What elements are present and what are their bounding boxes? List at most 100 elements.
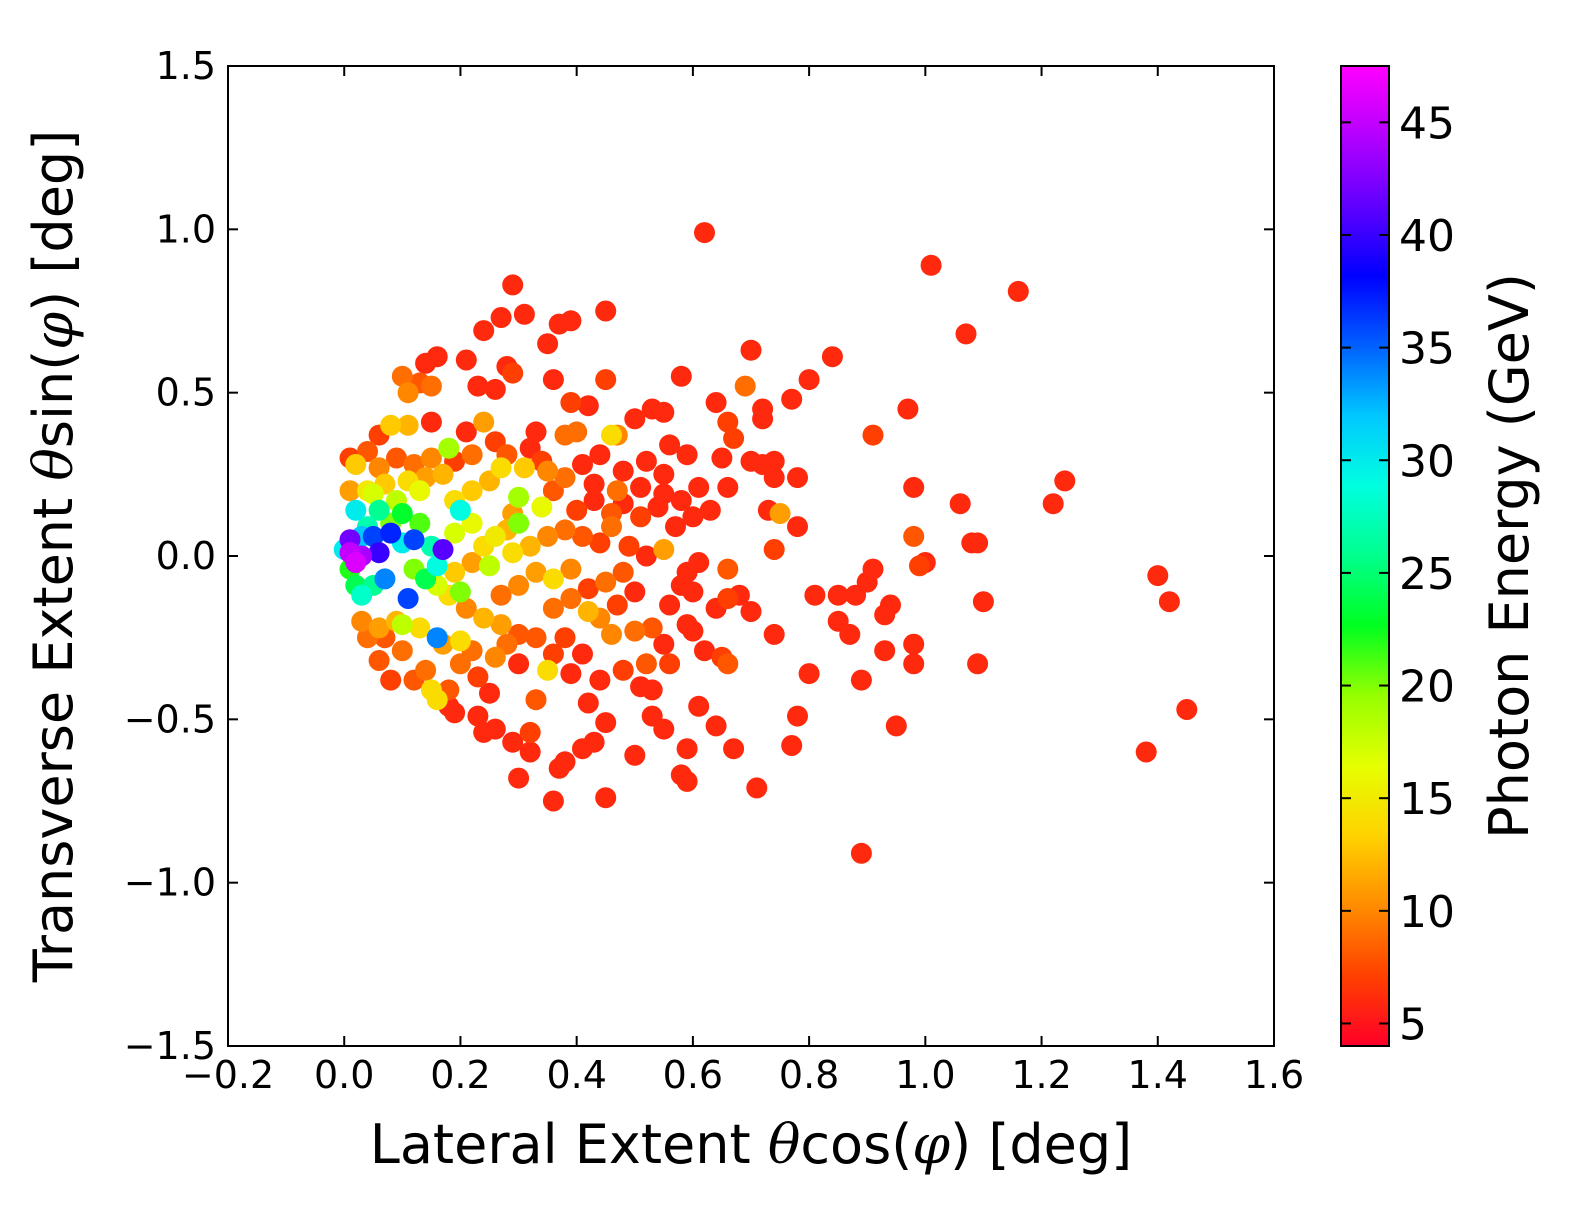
scatter-point bbox=[903, 525, 925, 547]
scatter-point bbox=[572, 643, 593, 665]
scatter-point bbox=[420, 679, 442, 701]
scatter-point bbox=[1054, 470, 1076, 492]
scatter-point bbox=[490, 584, 512, 606]
scatter-point bbox=[763, 539, 785, 560]
x-tick-label: 1.0 bbox=[895, 1053, 955, 1097]
scatter-point bbox=[560, 392, 582, 413]
scatter-point bbox=[1007, 280, 1029, 302]
scatter-point bbox=[763, 450, 785, 472]
scatter-point bbox=[473, 607, 495, 629]
scatter-point bbox=[560, 558, 582, 580]
scatter-point bbox=[885, 715, 907, 737]
scatter-point bbox=[409, 617, 431, 639]
scatter-point bbox=[763, 623, 785, 645]
scatter-point bbox=[821, 346, 843, 368]
scatter-point bbox=[676, 738, 698, 760]
scatter-point bbox=[717, 411, 739, 433]
scatter-point bbox=[542, 643, 564, 665]
scatter-point bbox=[606, 594, 628, 616]
y-tick-label: 1.0 bbox=[156, 207, 216, 251]
scatter-point bbox=[432, 463, 454, 485]
scatter-point bbox=[647, 496, 669, 518]
scatter-point bbox=[653, 539, 675, 560]
scatter-point bbox=[490, 614, 512, 636]
scatter-point bbox=[519, 721, 541, 743]
scatter-point bbox=[537, 525, 559, 547]
scatter-point bbox=[682, 620, 704, 642]
scatter-point bbox=[577, 395, 599, 417]
scatter-point bbox=[699, 499, 721, 521]
scatter-point bbox=[670, 365, 692, 387]
scatter-point bbox=[461, 552, 483, 573]
scatter-point bbox=[670, 490, 692, 511]
scatter-point bbox=[345, 454, 367, 475]
scatter-point bbox=[641, 679, 663, 701]
x-tick-label: 1.6 bbox=[1244, 1053, 1304, 1097]
scatter-point bbox=[386, 447, 407, 469]
scatter-points bbox=[333, 222, 1198, 864]
scatter-point bbox=[670, 574, 692, 596]
scatter-point bbox=[508, 512, 530, 534]
scatter-point bbox=[449, 653, 471, 675]
scatter-point bbox=[525, 689, 547, 711]
scatter-point bbox=[397, 588, 419, 609]
scatter-point bbox=[560, 588, 582, 609]
scatter-point bbox=[798, 369, 820, 391]
scatter-point bbox=[682, 506, 704, 528]
scatter-point bbox=[763, 467, 785, 489]
scatter-point bbox=[903, 653, 925, 675]
scatter-point bbox=[967, 532, 989, 554]
scatter-point bbox=[787, 516, 808, 538]
x-tick-label: 0.8 bbox=[779, 1053, 839, 1097]
scatter-point bbox=[694, 222, 715, 244]
scatter-point bbox=[368, 499, 390, 521]
scatter-point bbox=[473, 411, 495, 433]
scatter-point bbox=[560, 663, 582, 685]
scatter-point bbox=[1176, 699, 1198, 720]
scatter-point bbox=[967, 653, 989, 675]
scatter-point bbox=[624, 581, 646, 603]
scatter-point bbox=[508, 574, 530, 596]
scatter-point bbox=[426, 627, 448, 649]
scatter-point bbox=[787, 467, 808, 489]
scatter-point bbox=[537, 333, 559, 355]
scatter-point bbox=[502, 362, 524, 384]
scatter-point bbox=[415, 352, 437, 374]
scatter-point bbox=[351, 584, 373, 606]
x-tick-label: −0.2 bbox=[182, 1053, 274, 1097]
scatter-point bbox=[827, 584, 849, 606]
y-tick-label: 1.5 bbox=[156, 44, 216, 88]
scatter-point bbox=[583, 731, 605, 753]
scatter-point bbox=[554, 751, 576, 773]
scatter-point bbox=[583, 473, 605, 495]
scatter-point bbox=[676, 444, 698, 466]
scatter-point bbox=[542, 369, 564, 391]
scatter-point bbox=[339, 480, 361, 502]
scatter-point bbox=[972, 591, 994, 613]
scatter-point bbox=[635, 450, 657, 472]
scatter-point bbox=[467, 666, 489, 688]
scatter-point bbox=[368, 457, 390, 479]
x-tick-label: 0.2 bbox=[430, 1053, 490, 1097]
scatter-point bbox=[874, 640, 896, 662]
scatter-point bbox=[653, 633, 675, 655]
scatter-point bbox=[461, 444, 483, 466]
scatter-point bbox=[345, 552, 367, 573]
scatter-point bbox=[635, 653, 657, 675]
scatter-point bbox=[397, 414, 419, 436]
scatter-point bbox=[874, 604, 896, 626]
colorbar-tick-label: 15 bbox=[1399, 774, 1455, 825]
scatter-point bbox=[746, 777, 768, 799]
scatter-point bbox=[572, 454, 593, 475]
scatter-point bbox=[624, 620, 646, 642]
scatter-point bbox=[420, 447, 442, 469]
scatter-point bbox=[781, 735, 803, 756]
scatter-point bbox=[711, 447, 733, 469]
scatter-point bbox=[368, 650, 390, 671]
colorbar bbox=[1340, 65, 1390, 1047]
scatter-point bbox=[850, 842, 872, 864]
scatter-point bbox=[508, 767, 530, 789]
scatter-point bbox=[374, 568, 396, 590]
scatter-point bbox=[839, 623, 861, 645]
scatter-point bbox=[351, 610, 373, 632]
